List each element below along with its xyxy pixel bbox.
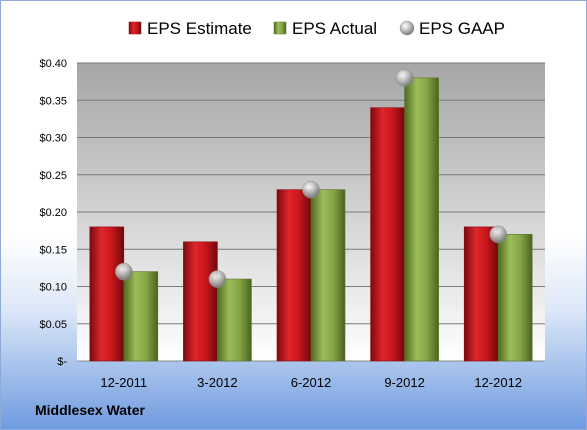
legend-swatch — [273, 21, 287, 35]
bar-eps-actual — [404, 77, 439, 362]
bars — [89, 77, 533, 362]
y-tick-label: $0.20 — [39, 207, 67, 219]
legend: EPS Estimate EPS Actual EPS GAAP — [128, 19, 505, 38]
bar-eps-estimate — [370, 107, 405, 362]
x-tick-label: 3-2012 — [197, 375, 237, 390]
bar-eps-estimate — [183, 241, 218, 362]
y-tick-label: $0.30 — [39, 133, 67, 145]
company-name: Middlesex Water — [35, 402, 145, 418]
bar-eps-actual — [217, 278, 252, 362]
y-tick-label: $0.05 — [39, 319, 67, 331]
y-tick-label: $0.15 — [39, 244, 67, 256]
bar-eps-actual — [123, 271, 159, 362]
legend-label: EPS Estimate — [147, 19, 252, 38]
bar-eps-estimate — [89, 226, 125, 362]
marker-eps-gaap — [395, 69, 414, 87]
bar-eps-actual — [497, 234, 533, 362]
bar-eps-actual — [310, 189, 346, 362]
marker-eps-gaap — [489, 225, 507, 244]
x-tick-label: 12-2012 — [474, 375, 522, 390]
x-axis: 12-2011 3-2012 6-2012 9-2012 12-2012 — [100, 375, 522, 390]
x-tick-label: 12-2011 — [100, 375, 147, 390]
marker-eps-gaap — [115, 262, 133, 281]
y-tick-label: $0.25 — [39, 170, 67, 182]
marker-eps-gaap — [208, 270, 227, 288]
bar-eps-estimate — [276, 189, 312, 362]
y-tick-label: $- — [57, 356, 67, 368]
gaap-markers — [115, 69, 507, 288]
y-tick-label: $0.35 — [39, 95, 67, 107]
x-tick-label: 6-2012 — [291, 375, 331, 390]
x-tick-label: 9-2012 — [384, 375, 424, 390]
bar-eps-estimate — [463, 226, 499, 362]
legend-label: EPS Actual — [292, 19, 377, 38]
y-tick-label: $0.10 — [39, 282, 67, 294]
y-tick-label: $0.40 — [39, 58, 67, 70]
legend-label: EPS GAAP — [419, 19, 505, 38]
legend-swatch — [399, 20, 415, 36]
marker-eps-gaap — [302, 180, 320, 199]
legend-swatch — [128, 21, 142, 35]
